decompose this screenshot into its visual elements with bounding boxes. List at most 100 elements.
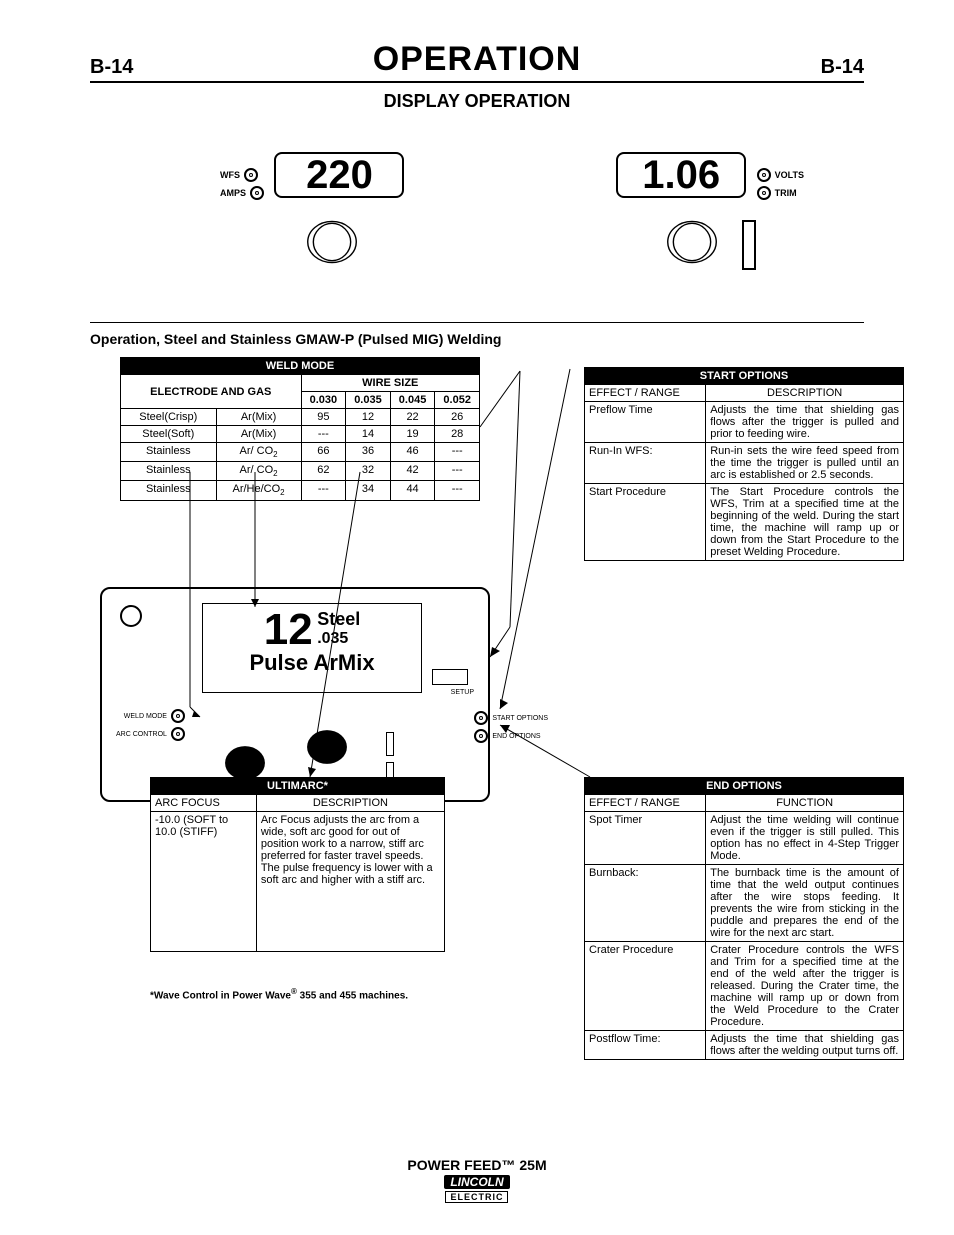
target-icon bbox=[474, 729, 488, 743]
table-cell: 14 bbox=[346, 426, 391, 443]
table-cell: Postflow Time: bbox=[585, 1031, 706, 1060]
control-panel: 12 Steel .035 Pulse ArMix WELD MODE ARC … bbox=[100, 587, 490, 802]
left-display-labels: WFS AMPS bbox=[220, 168, 264, 200]
ultimarc-table: ULTIMARC* ARC FOCUS DESCRIPTION -10.0 (S… bbox=[150, 777, 445, 952]
table-cell: --- bbox=[301, 481, 346, 500]
weld-mode-label: WELD MODE bbox=[124, 713, 167, 720]
target-icon bbox=[757, 168, 771, 182]
table-cell: Ar(Mix) bbox=[216, 426, 301, 443]
table-cell: Ar/ CO2 bbox=[216, 443, 301, 462]
electric-logo: ELECTRIC bbox=[445, 1191, 508, 1203]
brand-logo: LINCOLN ELECTRIC bbox=[444, 1175, 509, 1203]
panel-left-labels: WELD MODE ARC CONTROL bbox=[116, 709, 185, 745]
wfs-label: WFS bbox=[220, 170, 240, 180]
table-cell: Crater Procedure controls the WFS and Tr… bbox=[706, 942, 904, 1031]
header-rule bbox=[90, 81, 864, 83]
separator-rule bbox=[90, 322, 864, 323]
table-cell: Preflow Time bbox=[585, 402, 706, 443]
table-cell: 28 bbox=[435, 426, 480, 443]
table-cell: 95 bbox=[301, 409, 346, 426]
table-cell: --- bbox=[301, 426, 346, 443]
table-cell: Ar(Mix) bbox=[216, 409, 301, 426]
footnote-pre: *Wave Control in Power Wave bbox=[150, 990, 291, 1001]
start-options-table: START OPTIONS EFFECT / RANGE DESCRIPTION… bbox=[584, 367, 904, 561]
target-icon bbox=[244, 168, 258, 182]
start-options-title: START OPTIONS bbox=[585, 368, 904, 385]
table-cell: Stainless bbox=[121, 462, 217, 481]
section-heading: Operation, Steel and Stainless GMAW-P (P… bbox=[90, 331, 864, 347]
left-knob-wrap bbox=[260, 214, 404, 275]
panel-process: Pulse ArMix bbox=[203, 650, 421, 676]
size-0: 0.030 bbox=[310, 394, 338, 406]
right-display-labels: VOLTS TRIM bbox=[757, 168, 804, 200]
target-icon bbox=[250, 186, 264, 200]
ultimarc-r1c1: -10.0 (SOFT to 10.0 (STIFF) bbox=[151, 812, 257, 952]
table-cell: Ar/He/CO2 bbox=[216, 481, 301, 500]
target-icon bbox=[171, 727, 185, 741]
size-2: 0.045 bbox=[399, 394, 427, 406]
volts-label: VOLTS bbox=[775, 170, 804, 180]
wave-control-footnote: *Wave Control in Power Wave® 355 and 455… bbox=[150, 987, 408, 1001]
left-display-value: 220 bbox=[306, 155, 373, 195]
knob-icon bbox=[304, 214, 360, 270]
amps-label: AMPS bbox=[220, 188, 246, 198]
table-cell: --- bbox=[435, 462, 480, 481]
page-number-right: B-14 bbox=[821, 56, 864, 79]
footnote-post: 355 and 455 machines. bbox=[297, 990, 408, 1001]
page-footer: POWER FEED™ 25M LINCOLN ELECTRIC bbox=[0, 1157, 954, 1205]
panel-material: Steel bbox=[317, 610, 360, 630]
table-cell: Crater Procedure bbox=[585, 942, 706, 1031]
ultimarc-r1c2: Arc Focus adjusts the arc from a wide, s… bbox=[256, 812, 444, 952]
table-cell: 32 bbox=[346, 462, 391, 481]
left-display-box: 220 bbox=[274, 152, 404, 198]
panel-dial-icon bbox=[120, 605, 142, 627]
setup-label: SETUP bbox=[451, 689, 474, 696]
table-cell: --- bbox=[435, 481, 480, 500]
table-cell: 46 bbox=[390, 443, 435, 462]
table-cell: --- bbox=[435, 443, 480, 462]
end-options-title: END OPTIONS bbox=[585, 778, 904, 795]
table-cell: 19 bbox=[390, 426, 435, 443]
table-cell: 42 bbox=[390, 462, 435, 481]
end-options-label: END OPTIONS bbox=[492, 733, 540, 740]
start-col1: EFFECT / RANGE bbox=[585, 385, 706, 402]
table-cell: 66 bbox=[301, 443, 346, 462]
page-number-left: B-14 bbox=[90, 56, 133, 79]
slot-icon bbox=[386, 732, 394, 756]
ultimarc-r0c2: DESCRIPTION bbox=[256, 795, 444, 812]
table-cell: 34 bbox=[346, 481, 391, 500]
main-diagram-area: WELD MODE ELECTRODE AND GAS WIRE SIZE 0.… bbox=[90, 357, 864, 1187]
end-col1: EFFECT / RANGE bbox=[585, 795, 706, 812]
panel-mode-number: 12 bbox=[264, 608, 313, 652]
end-col2: FUNCTION bbox=[706, 795, 904, 812]
start-col2: DESCRIPTION bbox=[706, 385, 904, 402]
table-cell: Ar/ CO2 bbox=[216, 462, 301, 481]
start-options-label: START OPTIONS bbox=[492, 715, 548, 722]
right-knob-wrap bbox=[616, 214, 804, 275]
target-icon bbox=[171, 709, 185, 723]
table-cell: The burnback time is the amount of time … bbox=[706, 865, 904, 942]
trim-label: TRIM bbox=[775, 188, 797, 198]
left-display-group: WFS AMPS 220 bbox=[220, 152, 404, 275]
table-cell: 62 bbox=[301, 462, 346, 481]
weld-mode-header: WELD MODE bbox=[121, 358, 480, 375]
square-icon bbox=[432, 669, 468, 685]
ultimarc-r0c1: ARC FOCUS bbox=[151, 795, 257, 812]
table-cell: 44 bbox=[390, 481, 435, 500]
table-cell: Start Procedure bbox=[585, 484, 706, 561]
page-title: OPERATION bbox=[373, 40, 582, 79]
right-display-group: 1.06 VOLTS TRIM bbox=[616, 152, 804, 275]
page-header: B-14 OPERATION B-14 bbox=[0, 0, 954, 79]
size-1: 0.035 bbox=[354, 394, 382, 406]
product-name: POWER FEED™ 25M bbox=[0, 1157, 954, 1173]
table-cell: Run-in sets the wire feed speed from the… bbox=[706, 443, 904, 484]
page-subtitle: DISPLAY OPERATION bbox=[0, 91, 954, 112]
size-3: 0.052 bbox=[443, 394, 471, 406]
panel-right-labels: START OPTIONS END OPTIONS bbox=[474, 711, 548, 747]
table-cell: Spot Timer bbox=[585, 812, 706, 865]
right-display-box: 1.06 bbox=[616, 152, 746, 198]
knob-icon bbox=[304, 724, 350, 770]
slot-icon bbox=[742, 220, 756, 270]
table-cell: Stainless bbox=[121, 481, 217, 500]
panel-display: 12 Steel .035 Pulse ArMix bbox=[202, 603, 422, 693]
